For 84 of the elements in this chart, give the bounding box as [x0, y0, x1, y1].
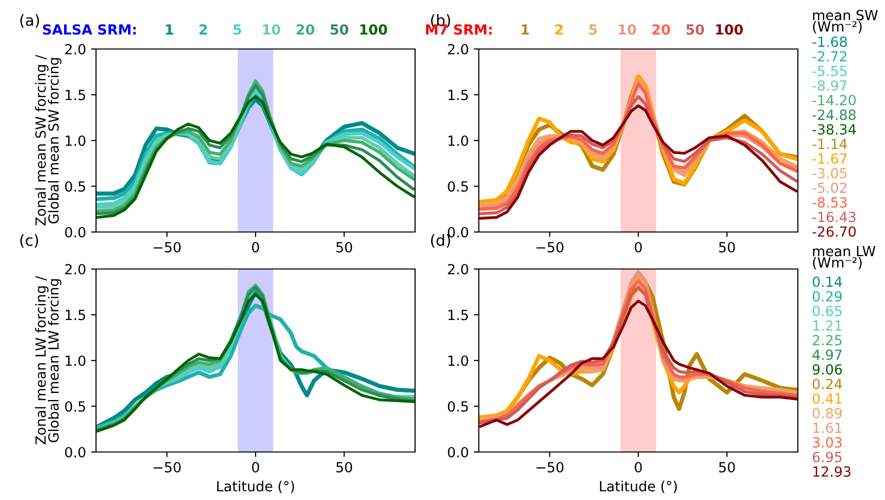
text: 20: [296, 24, 314, 35]
text: 1.21: [813, 320, 842, 331]
y-tick-label: 0.0: [448, 226, 468, 238]
text: 50: [330, 24, 348, 35]
y-tick-label: 0.5: [448, 181, 468, 192]
y-tick-label: 1.5: [66, 310, 86, 320]
text: 0.89: [812, 408, 842, 418]
y-tick-label: 0.0: [65, 446, 86, 458]
text: -24.88: [812, 110, 856, 120]
text: 0.29: [812, 291, 842, 302]
text: 1: [522, 24, 529, 35]
text: -16.43: [812, 212, 856, 222]
text: mean LW (Wm⁻²): [813, 246, 876, 270]
text: 2.25: [812, 334, 842, 346]
text: 6.95: [812, 452, 842, 462]
chart-title: (d): [431, 234, 450, 248]
legend-title: SALSA SRM:: [43, 24, 136, 35]
text: 5: [589, 24, 597, 35]
x-tick-label: 0: [634, 242, 642, 252]
text: -14.20: [812, 94, 856, 106]
text: 10: [618, 24, 636, 35]
text: 2: [555, 24, 563, 35]
y-tick-label: 1.0: [448, 355, 468, 366]
text: 0.65: [812, 306, 842, 316]
x-tick-label: 50: [719, 462, 735, 472]
text: 12.93: [813, 466, 850, 477]
text: 5: [234, 24, 242, 35]
x-tick-label: −50: [536, 462, 564, 472]
chart-title: (c): [20, 234, 38, 248]
y-tick-label: 0.0: [448, 446, 468, 458]
text: 2: [200, 24, 207, 35]
text: 20: [652, 24, 670, 35]
x-axis-title: Latitude (°): [217, 480, 294, 494]
text: -1.67: [812, 153, 847, 164]
text: 10: [263, 24, 280, 35]
x-tick-label: 50: [719, 242, 735, 252]
y-tick-label: 0.5: [65, 401, 86, 412]
text: -3.05: [812, 168, 847, 178]
y-tick-label: 2.0: [448, 264, 468, 274]
text: 1: [166, 24, 174, 35]
y-tick-label: 2.0: [448, 44, 468, 54]
text: mean SW (Wm⁻²): [813, 10, 878, 34]
y-tick-label: 1.0: [66, 355, 86, 366]
text: 0.24: [812, 378, 842, 390]
text: 100: [716, 24, 743, 35]
text: -1.14: [812, 138, 847, 150]
x-tick-label: −50: [154, 242, 181, 252]
x-tick-label: 50: [336, 242, 352, 252]
y-tick-label: 1.5: [66, 90, 86, 100]
text: -26.70: [812, 226, 856, 237]
text: 1.61: [813, 422, 842, 434]
y-tick-label: 1.5: [448, 310, 468, 320]
text: -5.02: [812, 182, 846, 194]
x-tick-label: 0: [252, 242, 260, 252]
text: 0.41: [812, 393, 842, 404]
x-tick-label: 0: [252, 462, 260, 472]
text: -38.34: [812, 124, 856, 135]
x-axis-title: Latitude (°): [600, 480, 677, 494]
y-tick-label: 0.5: [448, 401, 468, 412]
x-tick-label: 50: [336, 462, 352, 472]
y-tick-label: 0.5: [65, 181, 86, 192]
y-tick-label: 0.0: [65, 226, 86, 238]
text: 4.97: [812, 350, 842, 360]
x-tick-label: −50: [154, 462, 181, 472]
y-tick-label: 1.0: [448, 135, 468, 146]
text: -2.72: [812, 51, 846, 62]
y-axis-title: Zonal mean SW forcing / Global mean SW forcing: [35, 54, 62, 226]
chart-title: (a): [20, 14, 39, 28]
text: -1.68: [812, 36, 847, 48]
text: -5.55: [812, 66, 847, 76]
text: -8.53: [812, 197, 847, 208]
x-tick-label: 0: [634, 462, 642, 472]
y-tick-label: 2.0: [65, 264, 86, 274]
text: 50: [686, 24, 704, 35]
text: 0.14: [812, 276, 842, 288]
text: 9.06: [812, 364, 842, 375]
y-tick-label: 1.0: [66, 135, 86, 146]
text: 3.03: [812, 437, 842, 448]
text: -8.97: [812, 80, 847, 91]
y-axis-title: Zonal mean LW forcing / Global mean LW forcing: [35, 276, 62, 444]
x-tick-label: −50: [536, 242, 564, 252]
text: 100: [360, 24, 388, 35]
y-tick-label: 2.0: [65, 44, 86, 54]
y-tick-label: 1.5: [448, 90, 468, 100]
